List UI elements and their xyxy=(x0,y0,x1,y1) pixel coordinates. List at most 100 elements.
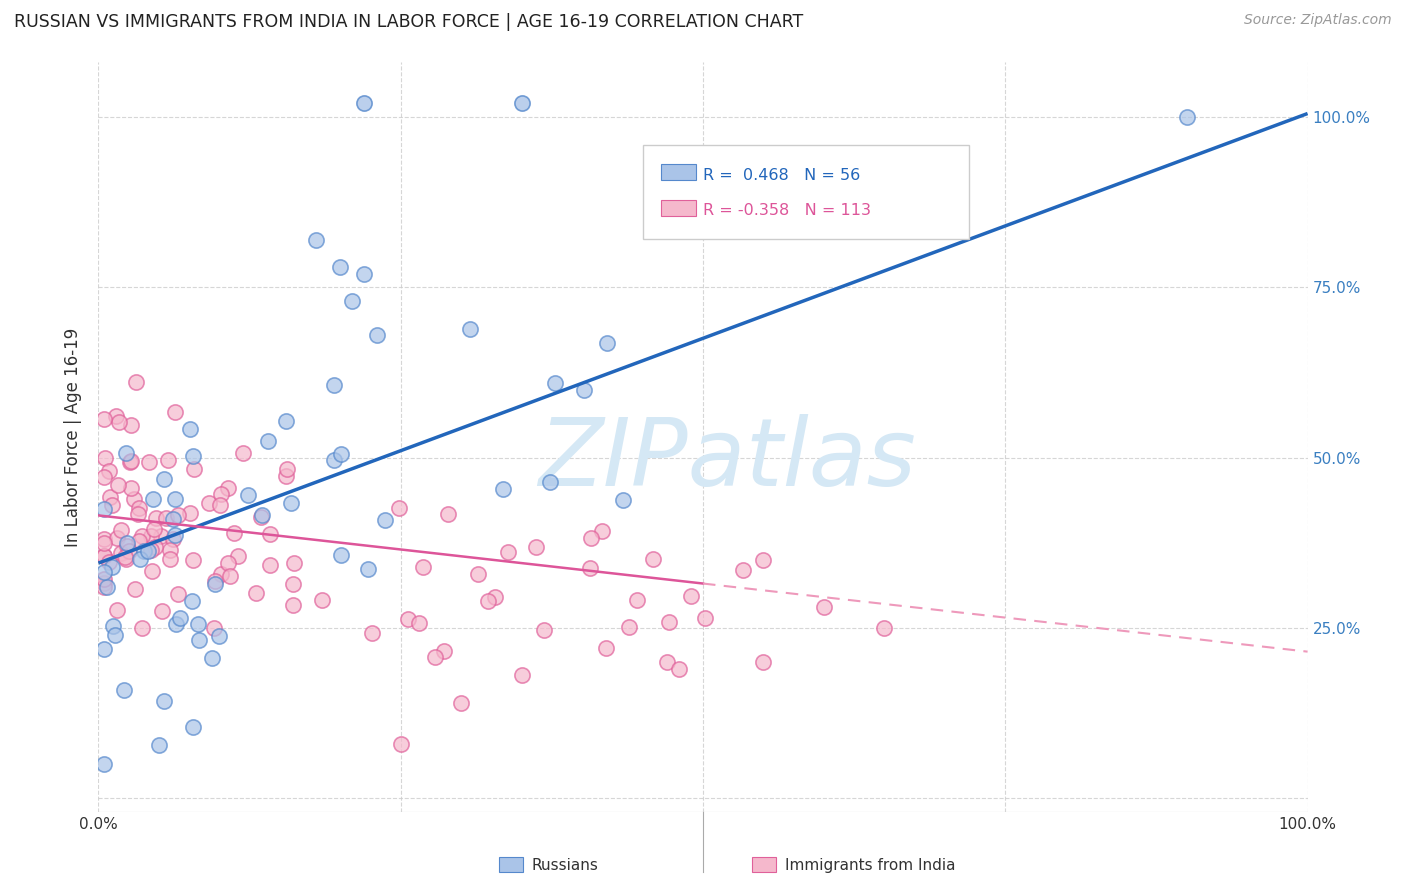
Point xyxy=(162,532,184,546)
Point xyxy=(108,416,131,430)
Point xyxy=(658,615,681,629)
Point xyxy=(120,453,142,467)
Text: R =  0.468   N = 56: R = 0.468 N = 56 xyxy=(703,168,860,183)
Point xyxy=(145,540,167,554)
Point xyxy=(155,510,177,524)
Point xyxy=(226,549,249,563)
Point xyxy=(128,533,150,548)
Point xyxy=(169,611,191,625)
Point xyxy=(167,508,190,522)
Point xyxy=(162,512,184,526)
Point xyxy=(153,473,176,487)
Point xyxy=(124,582,146,597)
Point xyxy=(143,522,166,536)
Point xyxy=(595,641,617,656)
Point xyxy=(579,561,602,575)
Point xyxy=(467,566,489,581)
Point xyxy=(115,446,138,460)
Point xyxy=(131,528,153,542)
Point xyxy=(305,233,328,247)
Point xyxy=(423,649,446,664)
Point xyxy=(159,542,181,557)
Point xyxy=(408,615,430,630)
Point xyxy=(156,453,179,467)
Point xyxy=(1175,110,1198,124)
Point xyxy=(538,475,561,489)
Point xyxy=(693,611,716,625)
Point xyxy=(250,508,273,523)
Point xyxy=(139,529,162,543)
Y-axis label: In Labor Force | Age 16-19: In Labor Force | Age 16-19 xyxy=(65,327,83,547)
Point xyxy=(134,544,156,558)
Point xyxy=(353,267,375,281)
Point xyxy=(276,462,298,476)
FancyBboxPatch shape xyxy=(661,200,696,216)
Point xyxy=(329,548,352,562)
Point xyxy=(222,525,245,540)
Point xyxy=(159,552,181,566)
Point xyxy=(657,655,679,669)
Point xyxy=(257,434,280,448)
Point xyxy=(114,552,136,566)
Point xyxy=(120,418,142,433)
Point xyxy=(249,509,271,524)
Point xyxy=(236,488,259,502)
Point xyxy=(93,576,115,591)
Point xyxy=(93,565,115,579)
Point xyxy=(181,553,204,567)
Point xyxy=(181,720,204,734)
Point xyxy=(259,558,281,572)
Point xyxy=(510,96,533,111)
Point xyxy=(643,552,665,566)
Point xyxy=(93,580,115,594)
Point xyxy=(93,502,115,516)
Point xyxy=(128,500,150,515)
Point xyxy=(114,549,136,564)
Point xyxy=(524,540,547,554)
Point xyxy=(329,260,352,274)
Point xyxy=(180,594,202,608)
Point xyxy=(219,568,242,582)
Point xyxy=(533,623,555,637)
Point xyxy=(342,293,364,308)
Text: RUSSIAN VS IMMIGRANTS FROM INDIA IN LABOR FORCE | AGE 16-19 CORRELATION CHART: RUSSIAN VS IMMIGRANTS FROM INDIA IN LABO… xyxy=(14,13,803,31)
Point xyxy=(752,552,775,566)
Point xyxy=(496,545,519,559)
Point xyxy=(150,529,173,543)
Point xyxy=(179,506,201,520)
Point xyxy=(101,619,124,633)
Point xyxy=(259,527,281,541)
Point xyxy=(142,491,165,506)
Point xyxy=(115,540,138,554)
Point xyxy=(204,577,226,591)
Point xyxy=(93,412,115,426)
Point xyxy=(274,468,297,483)
Point xyxy=(436,507,458,521)
Point xyxy=(141,564,163,578)
Point xyxy=(93,470,115,484)
Point xyxy=(374,513,396,527)
Text: Russians: Russians xyxy=(531,858,599,872)
Text: Source: ZipAtlas.com: Source: ZipAtlas.com xyxy=(1244,13,1392,28)
Point xyxy=(187,616,209,631)
Point xyxy=(98,490,121,504)
Point xyxy=(165,617,187,632)
Point xyxy=(366,327,388,342)
Point xyxy=(150,604,173,618)
Text: ZIPatlas: ZIPatlas xyxy=(538,414,917,505)
Point xyxy=(450,696,472,710)
Point xyxy=(93,532,115,546)
Point xyxy=(209,487,232,501)
Text: Immigrants from India: Immigrants from India xyxy=(785,858,955,872)
Point xyxy=(110,546,132,560)
Point xyxy=(93,573,115,587)
Point xyxy=(510,668,533,682)
Point xyxy=(110,524,132,538)
Point xyxy=(131,621,153,635)
Point xyxy=(311,593,333,607)
Point xyxy=(105,602,128,616)
Point xyxy=(136,544,159,558)
Point xyxy=(208,629,231,643)
Point xyxy=(245,586,267,600)
Point xyxy=(183,462,205,476)
